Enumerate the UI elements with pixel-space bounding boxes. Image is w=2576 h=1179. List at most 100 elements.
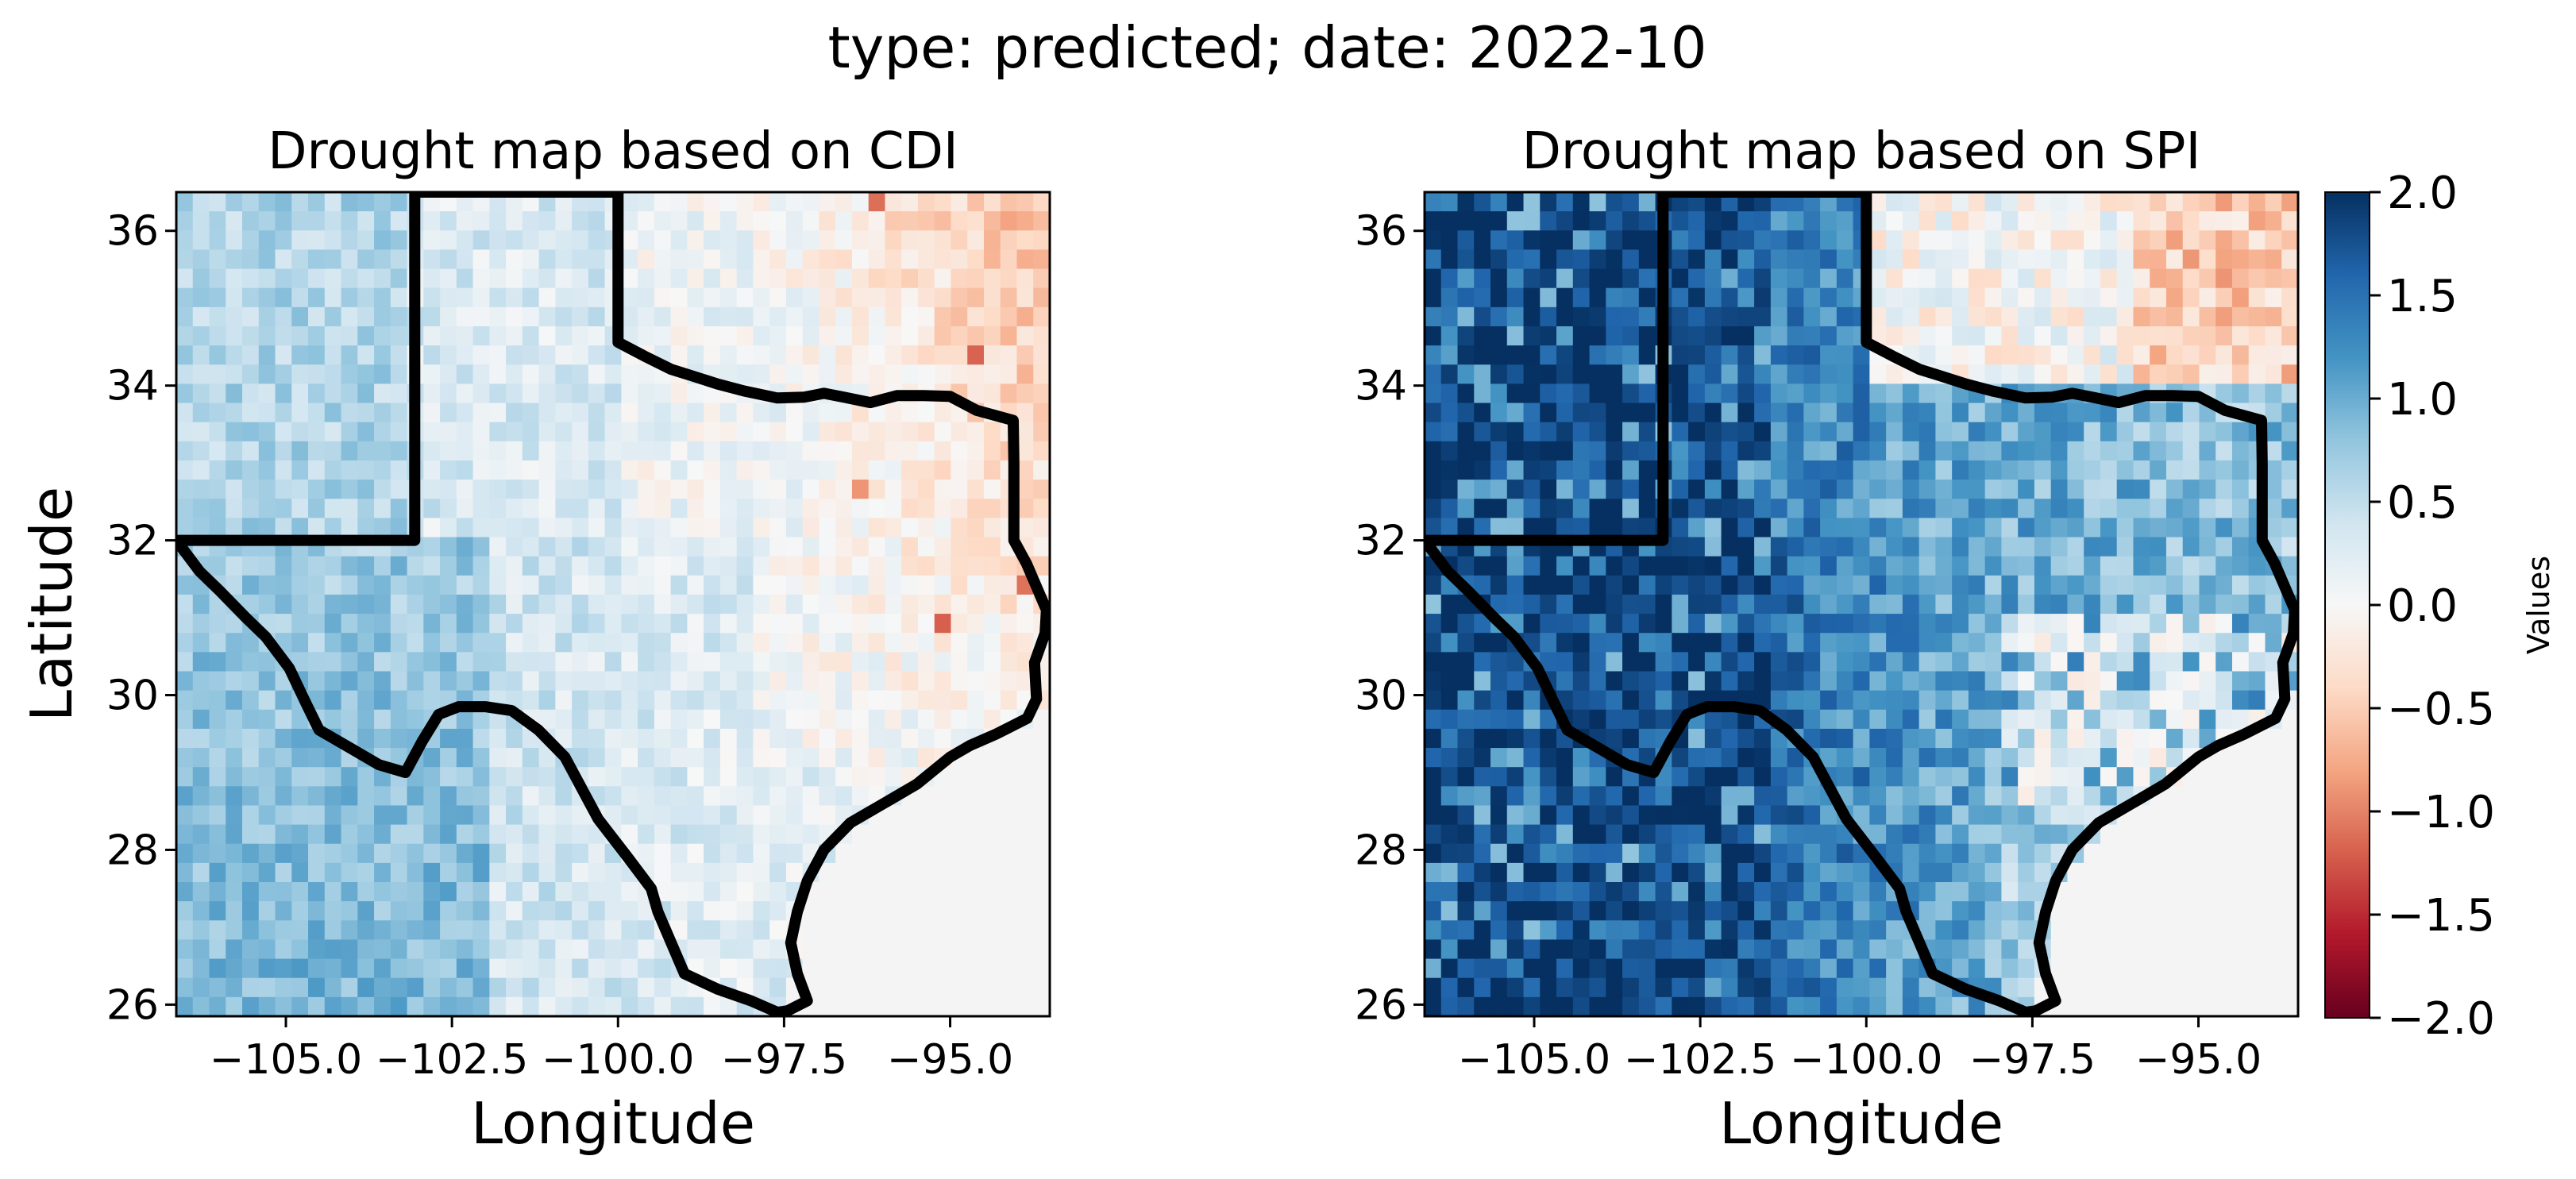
heatmap-cell [719, 518, 738, 538]
heatmap-cell [1033, 709, 1050, 730]
heatmap-cell [192, 364, 210, 385]
heatmap-cell [588, 403, 606, 423]
heatmap-cell [1655, 690, 1673, 711]
heatmap-cell [1952, 786, 1969, 807]
heatmap-cell [967, 192, 985, 212]
heatmap-cell [819, 996, 836, 1016]
y-tick-label: 26 [1355, 981, 1407, 1029]
heatmap-cell [819, 287, 836, 308]
heatmap-cell [209, 230, 227, 251]
y-tick-label: 30 [106, 672, 159, 720]
heatmap-cell [1688, 862, 1706, 883]
heatmap-cell [456, 306, 474, 327]
heatmap-cell [1820, 383, 1838, 404]
heatmap-cell [654, 709, 672, 730]
heatmap-cell [1556, 249, 1574, 270]
heatmap-cell [1869, 958, 1887, 979]
heatmap-cell [2018, 652, 2035, 672]
heatmap-cell [1622, 499, 1640, 519]
heatmap-cell [572, 230, 589, 251]
heatmap-cell [621, 422, 638, 442]
heatmap-cell [1638, 709, 1656, 730]
heatmap-cell [704, 996, 721, 1016]
heatmap-cell [704, 518, 721, 538]
heatmap-cell [1033, 403, 1050, 423]
heatmap-cell [2281, 518, 2298, 538]
heatmap-cell [209, 460, 227, 480]
heatmap-cell [851, 575, 870, 595]
heatmap-cell [2150, 882, 2167, 902]
heatmap-cell [522, 460, 540, 480]
heatmap-cell [2100, 614, 2118, 634]
heatmap-cell [357, 671, 375, 692]
heatmap-cell [572, 824, 589, 845]
heatmap-cell [670, 422, 688, 442]
heatmap-cell [1606, 230, 1623, 251]
heatmap-cell [1556, 480, 1574, 500]
heatmap-cell [522, 211, 540, 232]
heatmap-cell [654, 633, 672, 653]
heatmap-cell [538, 614, 557, 634]
heatmap-cell [456, 441, 474, 461]
heatmap-cell [1572, 901, 1591, 922]
heatmap-cell [1622, 786, 1640, 807]
heatmap-cell [1952, 958, 1969, 979]
heatmap-cell [506, 268, 523, 289]
heatmap-cell [704, 268, 721, 289]
heatmap-cell [209, 652, 227, 672]
heatmap-cell [374, 518, 391, 538]
heatmap-cell [901, 958, 919, 979]
heatmap-cell [1754, 249, 1772, 270]
heatmap-cell [1474, 422, 1491, 442]
heatmap-cell [1688, 843, 1706, 864]
heatmap-cell [1968, 249, 1986, 270]
heatmap-cell [1490, 364, 1508, 385]
heatmap-cell [1523, 556, 1541, 576]
heatmap-cell [719, 824, 738, 845]
heatmap-cell [522, 824, 540, 845]
heatmap-cell [324, 939, 342, 960]
heatmap-cell [1572, 843, 1591, 864]
heatmap-cell [489, 364, 507, 385]
heatmap-cell [983, 594, 1001, 615]
heatmap-cell [1457, 211, 1475, 232]
heatmap-cell [456, 211, 474, 232]
heatmap-cell [226, 460, 243, 480]
heatmap-cell [572, 345, 589, 366]
heatmap-cell [2231, 287, 2250, 308]
heatmap-cell [456, 556, 474, 576]
heatmap-cell [1506, 843, 1525, 864]
heatmap-cell [1803, 843, 1821, 864]
heatmap-cell [489, 862, 507, 883]
heatmap-cell [176, 690, 194, 711]
heatmap-cell [1770, 633, 1788, 653]
heatmap-cell [2116, 460, 2134, 480]
heatmap-cell [638, 441, 655, 461]
heatmap-cell [522, 882, 540, 902]
heatmap-cell [1622, 230, 1640, 251]
heatmap-cell [1425, 728, 1442, 749]
heatmap-cell [1622, 882, 1640, 902]
heatmap-cell [719, 996, 738, 1016]
heatmap-cell [1754, 480, 1772, 500]
heatmap-cell [2281, 268, 2298, 289]
heatmap-cell [736, 441, 754, 461]
heatmap-cell [835, 441, 853, 461]
heatmap-cell [983, 614, 1001, 634]
heatmap-cell [275, 575, 293, 595]
heatmap-cell [1968, 843, 1986, 864]
heatmap-cell [851, 728, 870, 749]
heatmap-cell [1754, 824, 1772, 845]
heatmap-cell [1820, 671, 1838, 692]
heatmap-cell [538, 306, 557, 327]
heatmap-cell [275, 728, 293, 749]
heatmap-cell [1672, 882, 1689, 902]
heatmap-cell [572, 518, 589, 538]
heatmap-cell [885, 633, 902, 653]
heatmap-cell [176, 403, 194, 423]
heatmap-cell [2215, 633, 2233, 653]
heatmap-cell [2133, 306, 2150, 327]
heatmap-cell [1622, 690, 1640, 711]
heatmap-cell [654, 383, 672, 404]
heatmap-cell [176, 728, 194, 749]
